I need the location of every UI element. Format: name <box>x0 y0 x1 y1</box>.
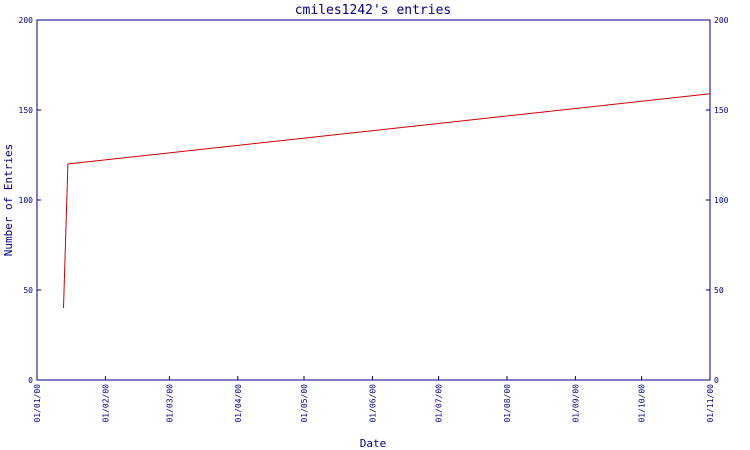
y-tick-label-right: 0 <box>714 376 719 385</box>
x-tick-label: 01/03/00 <box>165 384 174 423</box>
x-axis: 01/01/00 01/02/00 01/03/00 01/04/00 01/05/00… <box>33 376 715 423</box>
y-axis-left: 0 50 100 150 200 <box>19 16 41 385</box>
chart-title: cmiles1242's entries <box>295 3 452 18</box>
y-tick-label-left: 0 <box>28 376 33 385</box>
x-tick-label: 01/07/00 <box>435 384 444 423</box>
y-tick-label-right: 200 <box>714 16 729 25</box>
y-tick-label-right: 150 <box>714 106 729 115</box>
x-axis-label: Date <box>360 437 387 450</box>
series-line <box>63 93 711 309</box>
y-tick-label-right: 100 <box>714 196 729 205</box>
x-tick-label: 01/04/00 <box>234 384 243 423</box>
y-tick-label-left: 100 <box>19 196 34 205</box>
x-tick-label: 01/09/00 <box>571 384 580 423</box>
x-tick-label: 01/01/00 <box>33 384 42 423</box>
x-tick-label: 01/11/00 <box>706 384 715 423</box>
x-tick-label: 01/02/00 <box>101 384 110 423</box>
series-layer <box>63 93 711 309</box>
x-tick-label: 01/08/00 <box>503 384 512 423</box>
y-tick-label-left: 150 <box>19 106 34 115</box>
x-tick-label: 01/05/00 <box>300 384 309 423</box>
y-axis-label: Number of Entries <box>2 144 15 257</box>
x-tick-label: 01/06/00 <box>368 384 377 423</box>
x-tick-label: 01/10/00 <box>638 384 647 423</box>
plot-frame <box>36 19 711 381</box>
y-axis-right: 0 50 100 150 200 <box>706 16 729 385</box>
y-tick-label-left: 200 <box>19 16 34 25</box>
y-tick-label-left: 50 <box>23 286 33 295</box>
y-tick-label-right: 50 <box>714 286 724 295</box>
